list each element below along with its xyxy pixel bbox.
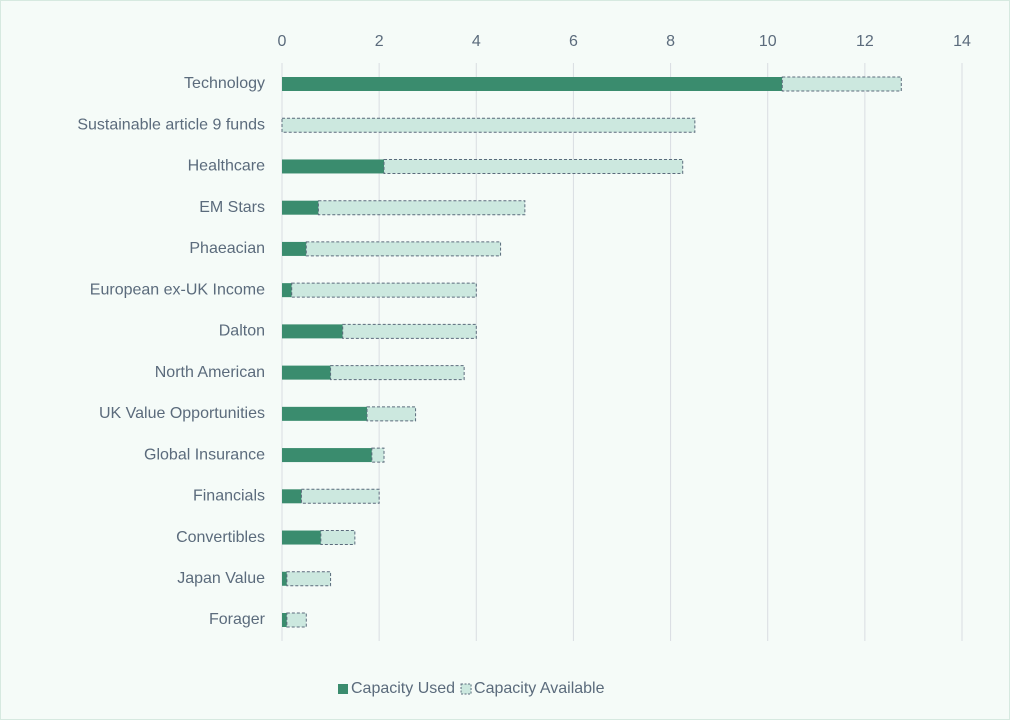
y-tick-label: Sustainable article 9 funds (77, 116, 265, 133)
bar (281, 117, 696, 133)
y-tick-label: European ex-UK Income (90, 281, 265, 298)
x-tick-label: 2 (375, 33, 384, 50)
bar (305, 241, 502, 257)
x-tick-label: 0 (278, 33, 287, 50)
bar (282, 448, 372, 463)
bar (282, 406, 367, 421)
y-tick-label: Technology (184, 75, 265, 92)
bar (282, 283, 292, 298)
y-tick-label: UK Value Opportunities (99, 405, 265, 422)
bar (300, 488, 380, 504)
y-tick-label: Healthcare (188, 158, 265, 175)
bar (383, 158, 684, 174)
x-tick-label: 4 (472, 33, 481, 50)
bar (282, 530, 321, 545)
bar (291, 282, 477, 298)
bar (282, 365, 331, 380)
x-tick-label: 6 (569, 33, 578, 50)
bar (330, 365, 465, 381)
legend-swatch (460, 683, 472, 695)
bar (282, 571, 287, 586)
y-tick-label: Financials (193, 488, 265, 505)
y-tick-label: Global Insurance (144, 446, 265, 463)
bar (320, 530, 356, 546)
bar (286, 571, 332, 587)
bar (282, 77, 783, 91)
bar (342, 323, 477, 339)
y-tick-label: North American (155, 364, 265, 381)
bar (286, 612, 307, 628)
legend-swatch (338, 684, 348, 694)
x-tick-label: 12 (856, 33, 874, 50)
bar (282, 200, 319, 215)
x-tick-label: 8 (666, 33, 675, 50)
bar (282, 324, 343, 339)
x-tick-label: 10 (759, 33, 777, 50)
y-tick-label: EM Stars (199, 199, 265, 216)
bar (282, 489, 302, 504)
x-tick-label: 14 (953, 33, 971, 50)
y-tick-label: Forager (209, 611, 266, 628)
legend-label: Capacity Available (474, 680, 605, 697)
bar (317, 200, 526, 216)
bar (366, 406, 417, 422)
bar (282, 613, 287, 627)
y-tick-label: Phaeacian (189, 240, 265, 257)
y-tick-label: Convertibles (176, 529, 265, 546)
y-tick-label: Japan Value (177, 570, 265, 587)
legend-label: Capacity Used (351, 680, 455, 697)
y-tick-label: Dalton (219, 323, 265, 340)
bar (371, 447, 385, 463)
bar (282, 159, 384, 174)
bar (282, 241, 307, 256)
bar (781, 76, 902, 92)
